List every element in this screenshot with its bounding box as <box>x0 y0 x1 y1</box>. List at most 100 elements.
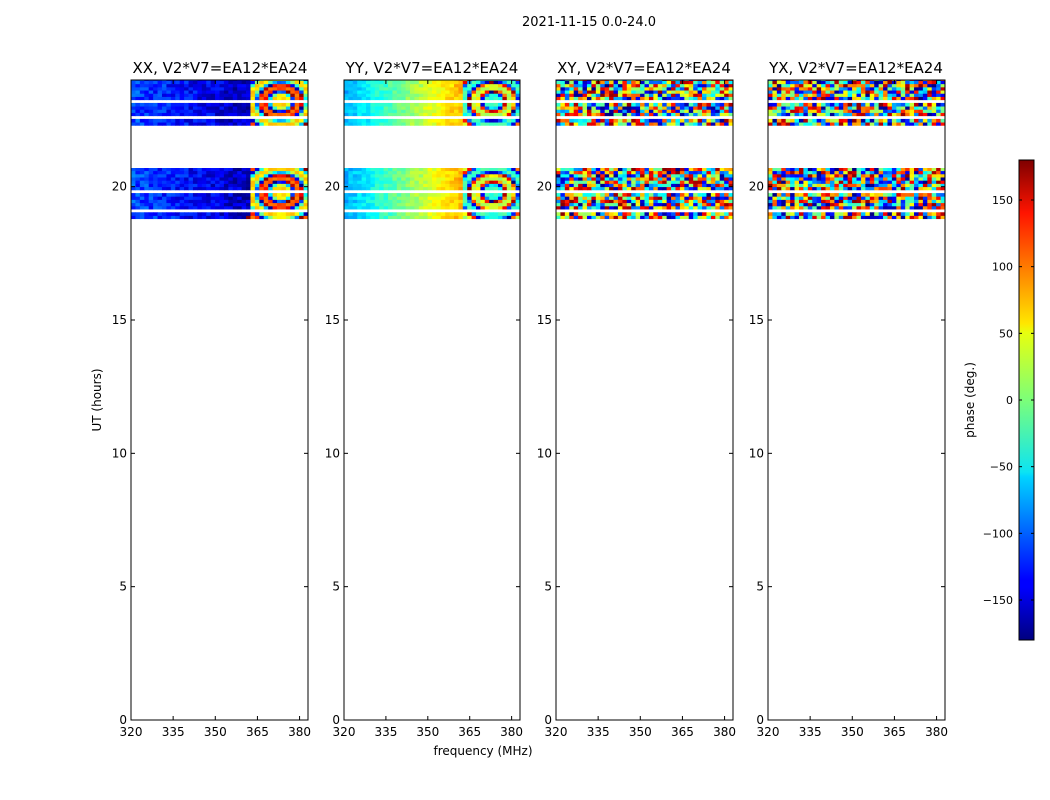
heatmap-cell <box>498 122 503 126</box>
heatmap-cell <box>215 186 220 191</box>
heatmap-cell <box>556 86 561 91</box>
heatmap-cell <box>582 212 588 216</box>
heatmap-cell <box>635 193 641 197</box>
heatmap-cell <box>374 109 380 113</box>
heatmap-cell <box>600 118 606 123</box>
heatmap-cell <box>878 96 884 101</box>
heatmap-cell <box>874 193 880 197</box>
heatmap-cell <box>357 106 362 110</box>
heatmap-cell <box>294 205 300 210</box>
heatmap-cell <box>860 180 866 184</box>
heatmap-cell <box>223 122 229 126</box>
heatmap-cell <box>250 106 256 110</box>
heatmap-cell <box>259 196 265 200</box>
heatmap-cell <box>573 215 579 220</box>
heatmap-cell <box>290 112 296 117</box>
heatmap-cell <box>604 118 610 123</box>
heatmap-cell <box>223 80 229 85</box>
heatmap-cell <box>834 205 840 210</box>
heatmap-cell <box>206 93 212 97</box>
heatmap-cell <box>940 205 946 210</box>
heatmap-cell <box>254 86 260 91</box>
heatmap-cell <box>259 106 265 110</box>
heatmap-cell <box>379 109 384 113</box>
heatmap-cell <box>241 173 247 178</box>
heatmap-cell <box>790 106 795 110</box>
heatmap-cell <box>246 170 251 175</box>
heatmap-cell <box>821 93 826 97</box>
heatmap-cell <box>432 96 437 101</box>
heatmap-cell <box>348 193 354 197</box>
heatmap-cell <box>883 112 888 117</box>
heatmap-cell <box>515 86 521 91</box>
heatmap-cell <box>511 109 516 113</box>
heatmap-cell <box>361 80 367 85</box>
heatmap-cell <box>290 177 296 181</box>
heatmap-cell <box>445 205 450 210</box>
heatmap-cell <box>246 102 251 107</box>
heatmap-cell <box>697 212 703 216</box>
heatmap-cell <box>405 93 411 97</box>
heatmap-cell <box>423 173 428 178</box>
heatmap-cell <box>675 109 681 113</box>
heatmap-cell <box>626 93 632 97</box>
heatmap-cell <box>666 202 672 207</box>
heatmap-cell <box>564 202 570 207</box>
heatmap-cell <box>927 80 933 85</box>
heatmap-cell <box>223 112 229 117</box>
heatmap-cell <box>281 177 287 181</box>
heatmap-cell <box>684 93 690 97</box>
heatmap-cell <box>344 86 349 91</box>
heatmap-cell <box>277 212 282 216</box>
heatmap-cell <box>166 168 172 172</box>
heatmap-cell <box>803 177 809 181</box>
heatmap-cell <box>852 202 857 207</box>
heatmap-cell <box>671 102 676 107</box>
heatmap-cell <box>348 173 354 178</box>
heatmap-cell <box>768 109 773 113</box>
heatmap-cell <box>303 205 309 210</box>
heatmap-cell <box>715 109 721 113</box>
heatmap-cell <box>887 112 893 117</box>
heatmap-cell <box>785 106 791 110</box>
heatmap-cell <box>816 170 822 175</box>
heatmap-cell <box>219 90 225 94</box>
heatmap-cell <box>900 177 906 181</box>
heatmap-cell <box>348 186 354 191</box>
heatmap-cell <box>909 177 915 181</box>
heatmap-cell <box>648 186 654 191</box>
heatmap-cell <box>688 193 694 197</box>
heatmap-cell <box>299 102 304 107</box>
heatmap-cell <box>131 202 136 207</box>
heatmap-cell <box>860 93 866 97</box>
heatmap-cell <box>462 122 468 126</box>
heatmap-cell <box>414 80 420 85</box>
y-tick-label: 15 <box>112 313 127 327</box>
heatmap-cell <box>719 212 725 216</box>
heatmap-cell <box>843 205 849 210</box>
heatmap-cell <box>710 93 716 97</box>
heatmap-cell <box>471 183 477 188</box>
heatmap-cell <box>613 96 619 101</box>
heatmap-cell <box>657 196 663 200</box>
heatmap-cell <box>829 109 835 113</box>
heatmap-cell <box>869 199 875 204</box>
heatmap-cell <box>454 102 459 107</box>
heatmap-cell <box>821 170 826 175</box>
heatmap-cell <box>405 215 411 220</box>
heatmap-cell <box>843 83 849 88</box>
heatmap-cell <box>922 86 928 91</box>
heatmap-cell <box>476 205 481 210</box>
heatmap-cell <box>515 202 521 207</box>
heatmap-cell <box>825 212 831 216</box>
x-tick-label: 350 <box>204 725 227 739</box>
heatmap-cell <box>440 102 446 107</box>
heatmap-cell <box>936 168 941 172</box>
heatmap-cell <box>874 183 880 188</box>
heatmap-cell <box>569 215 575 220</box>
heatmap-cell <box>604 80 610 85</box>
heatmap-cell <box>693 193 698 197</box>
heatmap-cell <box>626 86 632 91</box>
heatmap-cell <box>940 83 946 88</box>
heatmap-cell <box>905 186 910 191</box>
